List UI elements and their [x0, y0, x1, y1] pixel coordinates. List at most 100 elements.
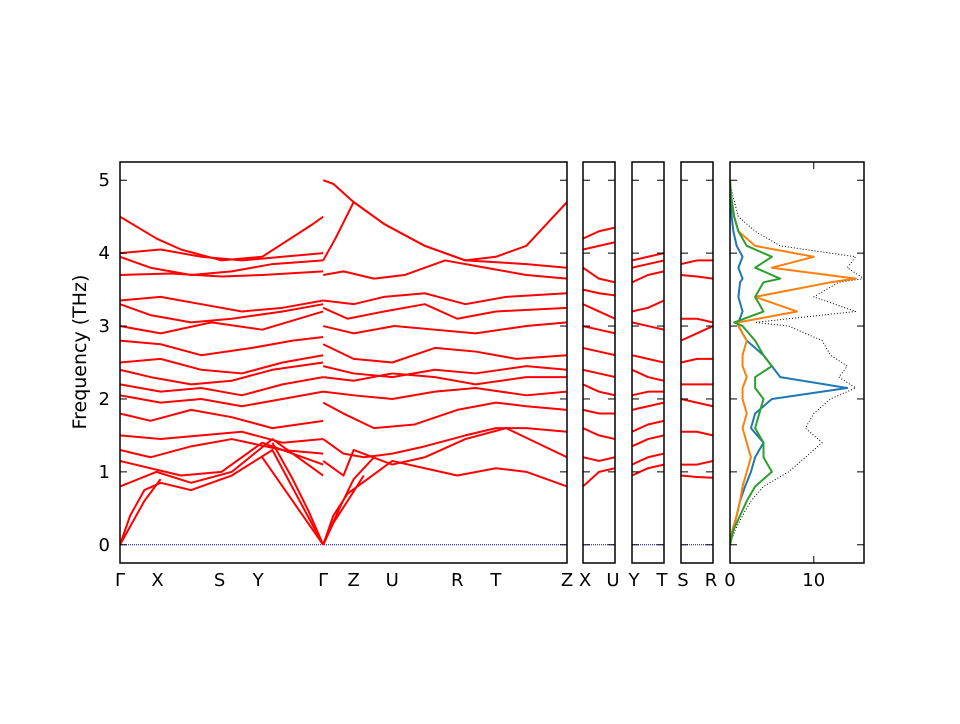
x-tick-label-T: T — [656, 570, 669, 591]
dos-curve-green — [730, 180, 782, 545]
band-branch — [261, 456, 325, 546]
band-branch — [681, 325, 713, 342]
band-branch — [120, 215, 324, 262]
x-tick-label-Z: Z — [561, 570, 573, 591]
band-branch — [120, 430, 324, 444]
y-tick-label: 3 — [99, 316, 110, 337]
panel-frame — [119, 161, 568, 564]
band-branch — [120, 310, 324, 335]
band-branch — [120, 248, 324, 262]
band-branches — [583, 226, 615, 488]
y-tick-label: 1 — [99, 462, 110, 483]
panel-frame — [680, 161, 714, 564]
x-tick-label-Y: Y — [252, 570, 265, 591]
x-tick-label-U: U — [386, 570, 399, 591]
x-tick-label-S: S — [214, 570, 225, 591]
band-branch — [120, 390, 324, 408]
x-tick-label-Y: Y — [628, 570, 641, 591]
band-branch — [632, 368, 664, 382]
band-branch — [322, 401, 567, 430]
band-branch — [681, 274, 713, 280]
band-branch — [322, 343, 567, 364]
band-branch — [632, 434, 664, 448]
x-tick-label-Γ: Γ — [318, 570, 328, 591]
band-branch — [632, 354, 664, 364]
x-tick-label-S: S — [677, 570, 688, 591]
band-branch — [681, 459, 713, 466]
band-branch — [120, 270, 324, 278]
x-tick-label-Z: Z — [347, 570, 359, 591]
panel-frame — [582, 161, 616, 564]
band-branch — [681, 474, 713, 479]
band-branch — [322, 427, 567, 477]
band-branch — [120, 441, 324, 477]
y-tick-label: 5 — [99, 170, 110, 191]
band-branch — [583, 303, 615, 320]
band-branch — [681, 357, 713, 364]
band-branch — [632, 419, 664, 433]
band-branch — [583, 427, 615, 441]
band-branch — [120, 335, 324, 357]
band-branch — [583, 368, 615, 379]
band-branch — [322, 456, 375, 546]
band-branch — [120, 438, 324, 488]
band-branch — [583, 266, 615, 284]
band-branch — [120, 295, 324, 313]
band-branch — [271, 442, 325, 546]
x-tick-label-Γ: Γ — [115, 570, 125, 591]
band-branch — [322, 365, 567, 379]
band-branch — [583, 241, 615, 251]
band-branch — [322, 321, 567, 335]
x-tick-label-R: R — [451, 570, 464, 591]
x-tick-label-U: U — [606, 570, 619, 591]
band-branch — [120, 303, 324, 324]
band-branch — [632, 252, 664, 262]
band-branch — [322, 474, 365, 546]
dos-frame — [729, 161, 865, 564]
band-branch — [632, 299, 664, 313]
band-branch — [583, 346, 615, 357]
band-branch — [583, 226, 615, 240]
band-branch — [323, 372, 567, 386]
panel-frame — [631, 161, 665, 564]
band-branch — [323, 292, 567, 306]
x-tick-label-R: R — [705, 570, 718, 591]
x-tick-label-X: X — [579, 570, 591, 591]
y-tick-label: 4 — [99, 243, 110, 264]
band-branch — [681, 430, 713, 437]
band-branch — [120, 408, 324, 430]
band-branch — [323, 259, 567, 280]
dos-curve-orange — [730, 180, 857, 545]
band-branch — [632, 259, 664, 269]
y-tick-label: 2 — [99, 389, 110, 410]
dos-panel: 0 10 — [724, 161, 865, 591]
band-branch — [583, 288, 615, 297]
band-branch — [632, 463, 664, 477]
band-branch — [322, 427, 567, 459]
band-branch — [120, 376, 324, 397]
band-branch — [681, 317, 713, 324]
band-branch — [120, 448, 325, 546]
band-branch — [322, 201, 567, 269]
dos-x-tick-label: 10 — [802, 570, 825, 591]
band-branch — [632, 390, 664, 397]
band-branch — [583, 408, 615, 415]
band-branch — [583, 467, 615, 488]
x-tick-label-T: T — [489, 570, 502, 591]
y-tick-label: 0 — [99, 535, 110, 556]
band-branch — [632, 452, 664, 466]
band-branch — [322, 459, 567, 546]
band-branches — [120, 179, 567, 546]
band-branch — [681, 397, 713, 408]
band-branches — [681, 259, 713, 479]
band-branch — [583, 383, 615, 397]
band-branch — [120, 354, 324, 375]
band-branch — [120, 361, 324, 386]
band-branch — [681, 259, 713, 266]
